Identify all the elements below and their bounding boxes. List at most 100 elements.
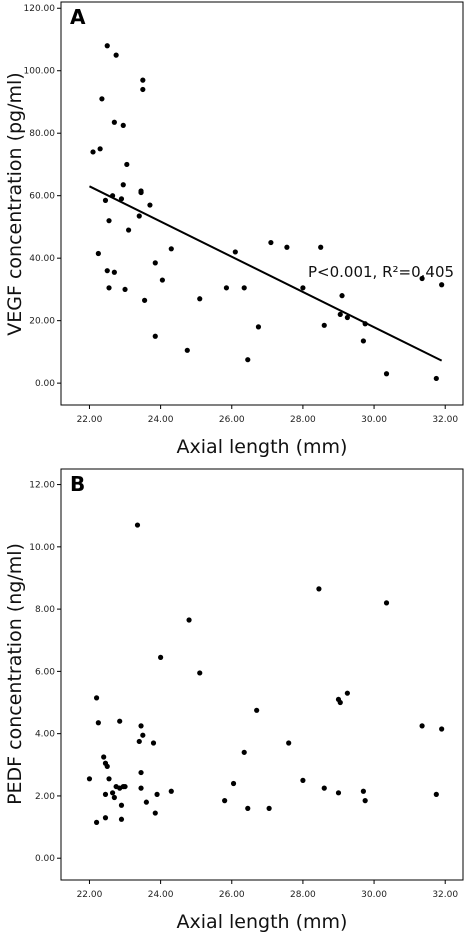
x-tick-label: 22.00 — [77, 890, 103, 900]
y-axis-label: VEGF concentration (pg/ml) — [4, 72, 26, 335]
y-tick-label: 20.00 — [29, 317, 55, 327]
data-point — [300, 285, 306, 291]
data-point — [362, 321, 368, 327]
x-tick-label: 30.00 — [361, 890, 387, 900]
data-point — [134, 522, 141, 528]
data-point — [90, 149, 96, 155]
data-point — [300, 777, 306, 783]
data-point — [140, 732, 146, 738]
data-point — [138, 189, 144, 196]
data-point — [152, 260, 158, 266]
data-point — [99, 96, 105, 102]
data-point — [152, 333, 158, 339]
data-point — [104, 268, 110, 274]
data-point — [241, 749, 247, 755]
data-point — [102, 791, 109, 797]
x-tick-label: 28.00 — [290, 415, 316, 425]
data-point — [138, 769, 144, 776]
data-point — [117, 718, 123, 724]
data-point — [339, 293, 345, 299]
data-point — [118, 816, 125, 822]
data-point — [158, 654, 164, 660]
data-point — [154, 791, 160, 797]
data-point — [95, 720, 101, 726]
data-point — [106, 285, 112, 291]
y-tick-label: 60.00 — [29, 192, 55, 202]
data-point — [93, 819, 100, 825]
data-point — [223, 285, 230, 291]
data-point — [245, 357, 251, 363]
data-point — [321, 785, 327, 791]
data-point — [143, 799, 149, 805]
plot-frame — [60, 468, 464, 881]
y-tick-label: 8.00 — [35, 605, 55, 615]
y-tick-label: 12.00 — [29, 481, 55, 491]
data-point — [344, 690, 350, 696]
data-point — [335, 790, 342, 796]
data-point — [433, 791, 439, 797]
x-tick-label: 28.00 — [290, 890, 316, 900]
data-point — [109, 790, 116, 796]
data-point — [104, 763, 110, 769]
y-tick-label: 80.00 — [29, 129, 55, 139]
data-point — [113, 52, 119, 58]
data-point — [136, 738, 142, 745]
data-point — [362, 798, 368, 804]
x-tick-label: 26.00 — [219, 415, 245, 425]
data-point — [150, 740, 157, 746]
data-point — [120, 122, 126, 128]
y-tick-label: 40.00 — [29, 254, 55, 264]
y-axis-label: PEDF concentration (ng/ml) — [4, 543, 26, 805]
data-point — [321, 322, 327, 328]
data-point — [102, 197, 109, 203]
data-point — [168, 788, 174, 794]
data-point — [255, 324, 262, 330]
data-point — [101, 754, 107, 760]
data-point — [138, 723, 144, 729]
data-point — [186, 617, 192, 623]
data-point — [197, 296, 203, 302]
y-tick-label: 100.00 — [24, 67, 56, 77]
data-point — [86, 776, 93, 782]
data-point — [136, 213, 142, 219]
data-point — [122, 783, 128, 790]
data-point — [337, 311, 343, 318]
data-point — [419, 723, 425, 729]
data-point — [316, 586, 322, 592]
data-point — [106, 776, 112, 782]
data-point — [138, 785, 144, 791]
y-tick-label: 4.00 — [35, 730, 55, 740]
data-point — [147, 202, 153, 208]
regression-line — [89, 185, 443, 362]
panel-label: A — [70, 5, 86, 29]
data-point — [439, 726, 445, 732]
data-point — [106, 218, 112, 224]
data-point — [254, 707, 260, 713]
y-tick-label: 2.00 — [35, 792, 55, 802]
data-point — [122, 286, 128, 293]
data-point — [120, 182, 126, 188]
data-point — [197, 670, 203, 676]
data-point — [268, 239, 274, 246]
data-point — [140, 77, 146, 83]
data-point — [241, 285, 247, 291]
data-point — [245, 805, 251, 811]
data-point — [102, 815, 109, 821]
x-tick-label: 32.00 — [432, 890, 458, 900]
x-tick-label: 24.00 — [148, 890, 174, 900]
x-axis-label: Axial length (mm) — [177, 911, 348, 933]
data-point — [230, 780, 237, 787]
data-point — [124, 161, 130, 168]
data-point — [125, 227, 132, 233]
data-point — [433, 375, 439, 382]
data-point — [140, 86, 146, 93]
x-tick-label: 24.00 — [148, 415, 174, 425]
data-point — [184, 347, 190, 353]
data-point — [337, 699, 343, 706]
data-point — [232, 249, 238, 255]
data-point — [284, 244, 290, 250]
data-point — [97, 146, 103, 152]
data-point — [118, 196, 125, 202]
y-tick-label: 6.00 — [35, 667, 55, 677]
